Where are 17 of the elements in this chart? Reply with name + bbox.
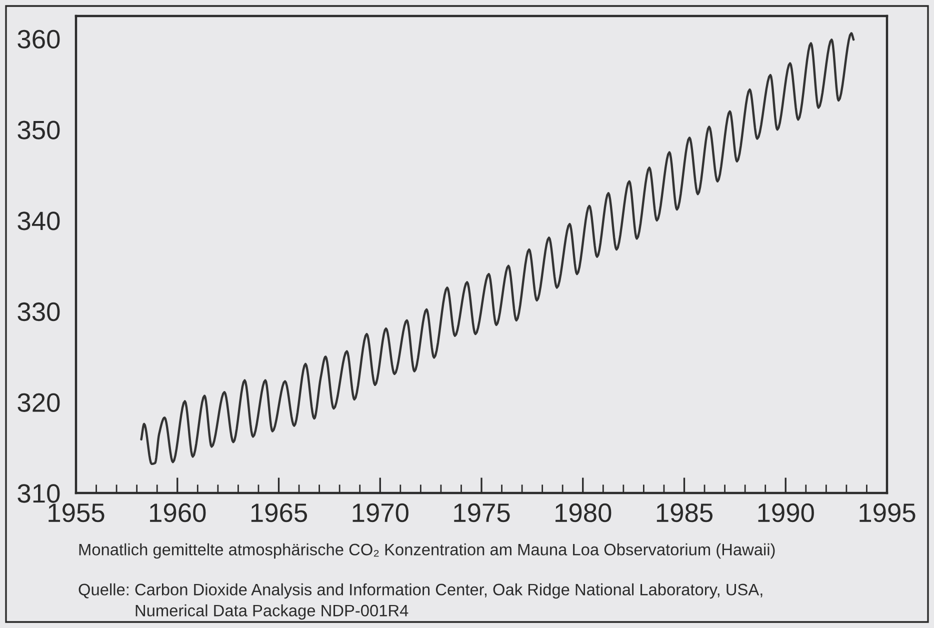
- source-note: Quelle: Carbon Dioxide Analysis and Information Center, Oak Ridge National Laboratory, USA, Numerical Data Package NDP-001R4: [78, 583, 762, 620]
- x-tick-label: 1990: [758, 503, 814, 522]
- y-tick-label: 310: [18, 484, 60, 503]
- x-tick-label: 1960: [150, 503, 206, 522]
- x-tick-label: 1965: [251, 503, 307, 522]
- x-tick-label: 1955: [48, 503, 104, 522]
- y-tick-label: 340: [18, 212, 60, 230]
- y-tick-label: 320: [18, 393, 60, 412]
- y-tick-label: 330: [18, 302, 60, 322]
- y-tick-label: 360: [18, 30, 60, 49]
- x-tick-label: 1980: [556, 503, 612, 522]
- x-tick-label: 1970: [352, 503, 408, 522]
- x-tick-label: 1995: [860, 503, 916, 522]
- y-tick-label: 350: [18, 120, 60, 140]
- text: Monatlich gemittelte atmosphärische CO₂ Konzentration am Mauna Loa Observatorium (Hawaii): [79, 543, 775, 559]
- x-tick-label: 1975: [454, 503, 510, 522]
- x-tick-label: 1985: [656, 503, 712, 522]
